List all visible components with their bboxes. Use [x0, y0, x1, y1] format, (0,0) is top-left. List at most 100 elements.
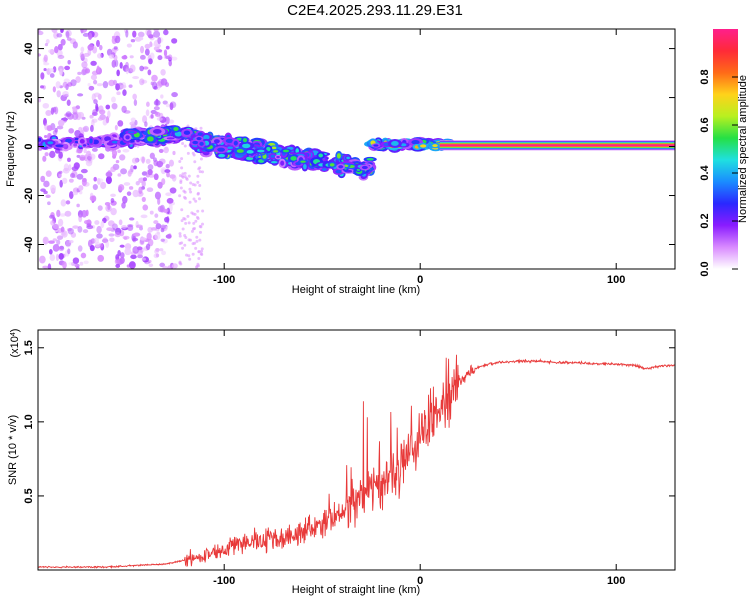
- spectrogram-noise-point: [161, 250, 167, 256]
- spectrogram-noise-point: [43, 62, 50, 66]
- spectrogram-noise-point: [125, 61, 129, 69]
- spectrogram-noise-point: [44, 43, 49, 47]
- spectrogram-noise-point: [178, 234, 182, 238]
- spectrogram-noise-point: [79, 154, 86, 161]
- spectrogram-noise-point: [82, 67, 88, 75]
- spectrogram-x-tick-label: 0: [417, 274, 423, 286]
- spectrogram-noise-point: [166, 171, 170, 178]
- spectrogram-noise-point: [107, 110, 111, 119]
- spectrogram-noise-point: [90, 60, 97, 66]
- spectrogram-noise-point: [88, 32, 93, 40]
- spectrogram-noise-point: [188, 200, 192, 204]
- spectrogram-noise-point: [118, 219, 123, 226]
- spectrogram-blob-core: [242, 138, 248, 143]
- spectrogram-noise-point: [86, 225, 94, 230]
- spectrogram-blob-core: [336, 153, 341, 159]
- spectrogram-noise-point: [146, 101, 150, 107]
- spectrogram-noise-point: [45, 194, 51, 199]
- spectrogram-noise-point: [49, 73, 55, 78]
- spectrogram-noise-point: [90, 74, 98, 81]
- spectrogram-noise-point: [167, 265, 174, 269]
- spectrogram-noise-point: [145, 243, 151, 251]
- spectrogram-noise-point: [165, 163, 170, 169]
- spectrogram-noise-point: [86, 219, 92, 226]
- spectrogram-noise-point: [130, 254, 137, 260]
- spectrogram-noise-point: [78, 185, 84, 191]
- spectrogram-noise-point: [110, 166, 116, 173]
- spectrogram-noise-point: [43, 237, 47, 245]
- spectrogram-noise-point: [64, 210, 72, 217]
- spectrogram-noise-point: [141, 156, 145, 164]
- spectrogram-noise-point: [74, 263, 80, 268]
- spectrogram-noise-point: [127, 170, 132, 177]
- colorbar: 0.0 0.2 0.4 0.6 0.8 Normalized spectral ampl…: [699, 29, 749, 277]
- spectrogram-noise-point: [149, 210, 154, 215]
- spectrogram-noise-point: [55, 81, 61, 89]
- spectrogram-noise-point: [122, 195, 128, 204]
- spectrogram-noise-point: [110, 198, 115, 203]
- spectrogram-blob-core: [273, 150, 279, 153]
- spectrogram-noise-point: [166, 207, 170, 215]
- spectrogram-noise-point: [145, 158, 151, 164]
- spectrogram-blob-core: [192, 140, 199, 145]
- spectrogram-noise-point: [123, 236, 128, 240]
- spectrogram-noise-point: [100, 52, 104, 58]
- spectrogram-noise-point: [136, 224, 143, 229]
- spectrogram-noise-point: [140, 214, 148, 219]
- spectrogram-noise-point: [163, 146, 170, 154]
- spectrogram-noise-point: [44, 152, 49, 157]
- spectrogram-noise-point: [198, 166, 202, 170]
- spectrogram-noise-point: [183, 144, 187, 148]
- spectrogram-noise-point: [114, 124, 118, 131]
- spectrogram-noise-point: [126, 191, 132, 196]
- colorbar-label: Normalized spectral amplitude: [737, 75, 749, 223]
- spectrogram-noise-point: [111, 35, 116, 39]
- spectrogram-noise-point: [139, 65, 144, 72]
- spectrogram-noise-point: [62, 167, 70, 174]
- spectrogram-noise-point: [153, 173, 159, 181]
- spectrogram-blob-core: [432, 144, 438, 148]
- spectrogram-noise-point: [76, 173, 84, 180]
- spectrogram-noise-point: [133, 232, 141, 237]
- spectrogram-noise-point: [107, 220, 115, 227]
- spectrogram-noise-point: [160, 224, 166, 230]
- spectrogram-noise-point: [82, 229, 89, 234]
- spectrogram-noise-point: [171, 56, 178, 61]
- spectrogram-noise-point: [129, 64, 136, 73]
- spectrogram-noise-point: [181, 227, 185, 231]
- spectrogram-noise-point: [138, 36, 144, 41]
- spectrogram-noise-point: [165, 192, 172, 197]
- spectrogram-noise-point: [164, 169, 171, 173]
- spectrogram-noise-point: [86, 223, 92, 228]
- spectrogram-noise-point: [70, 79, 77, 87]
- spectrogram-blob-core: [127, 131, 135, 134]
- spectrogram-noise-point: [119, 244, 125, 248]
- spectrogram-blob-core: [203, 134, 210, 140]
- spectrogram-noise-point: [68, 178, 74, 183]
- colorbar-tick-label: 0.8: [699, 69, 711, 84]
- spectrogram-noise-point: [163, 49, 168, 57]
- spectrogram-noise-point: [57, 119, 65, 127]
- spectrogram-noise-point: [156, 160, 164, 168]
- spectrogram-marks: [38, 29, 675, 269]
- spectrogram-noise-point: [186, 151, 190, 155]
- spectrogram-blob-core: [213, 139, 220, 144]
- spectrogram-noise-point: [111, 59, 117, 68]
- spectrogram-noise-point: [159, 262, 166, 268]
- spectrogram-noise-point: [201, 222, 205, 226]
- spectrogram-noise-point: [49, 214, 55, 219]
- spectrogram-noise-point: [119, 256, 125, 264]
- spectrogram-noise-point: [105, 104, 111, 110]
- spectrogram-blob-core: [411, 139, 420, 145]
- spectrogram-noise-point: [121, 202, 126, 209]
- spectrogram-noise-point: [64, 113, 69, 117]
- spectrogram-noise-point: [154, 111, 161, 117]
- spectrogram-noise-point: [105, 241, 110, 248]
- spectrogram-noise-point: [61, 177, 68, 184]
- spectrogram-noise-point: [154, 249, 159, 254]
- spectrogram-noise-point: [183, 233, 187, 237]
- spectrogram-noise-point: [133, 99, 138, 107]
- spectrogram-noise-point: [80, 168, 88, 174]
- spectrogram-noise-point: [65, 200, 71, 205]
- spectrogram-noise-point: [83, 148, 87, 154]
